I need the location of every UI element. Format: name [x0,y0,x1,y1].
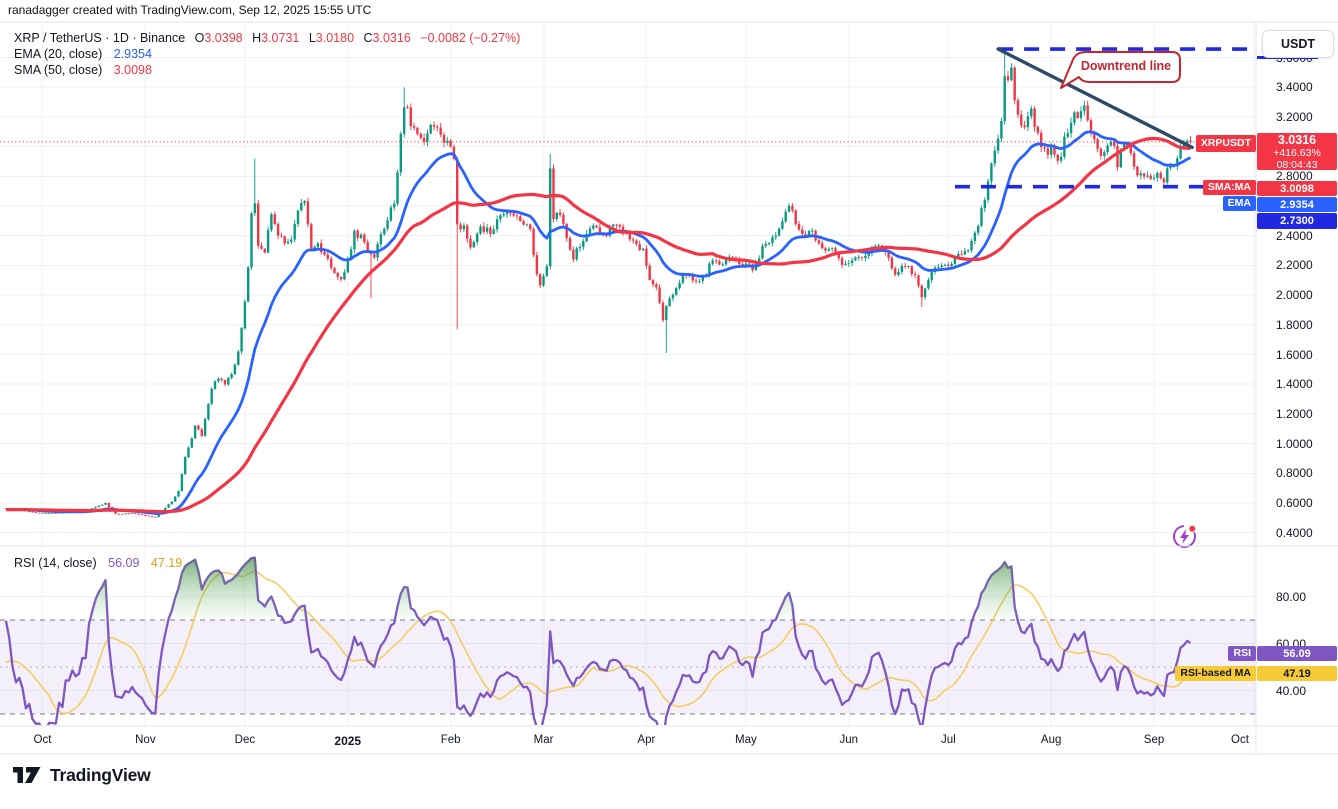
ema-legend: EMA (20, close) 2.9354 [14,47,152,61]
rsi-label: RSI (14, close) [14,556,97,570]
last-price: 3.0316 [1277,132,1317,147]
open-value: 3.0398 [204,31,243,45]
time-tick: Jul [940,734,956,746]
high-value: 3.0731 [261,31,300,45]
ema-line [6,130,1192,515]
tradingview-logo-text: TradingView [50,764,151,785]
rsi-band [0,620,1256,714]
time-tick: Sep [1143,734,1165,746]
last-price-badge: 3.0316 +416.63% 08:04:43 [1257,132,1337,171]
flash-icon[interactable] [1170,522,1198,550]
price-tick: 1.2000 [1276,406,1313,421]
rsi-legend: RSI (14, close) 56.09 47.19 [14,556,182,570]
time-tick: May [735,734,757,746]
ema-value: 2.9354 [113,47,152,61]
price-tick: 3.4000 [1276,80,1313,95]
rsi-tick: 40.00 [1276,683,1307,698]
time-tick: Apr [637,734,656,746]
price-tick: 1.8000 [1276,317,1313,332]
change-value: −0.0082 (−0.27%) [420,31,521,45]
sma-legend: SMA (50, close) 3.0098 [14,63,152,77]
bar-countdown: 08:04:43 [1276,158,1318,171]
time-tick: Dec [234,734,256,746]
sma-value-badge: 3.0098 [1257,181,1337,196]
ema-label: EMA (20, close) [14,47,103,61]
header-credit: ranadagger created with TradingView.com,… [8,3,372,17]
rsi-ma-tag: RSI-based MA [1175,666,1256,681]
rsi-overbought-fill [6,557,1191,620]
close-value: 3.0316 [372,31,411,45]
high-label: H [252,31,262,45]
candle-wicks-down [5,66,1191,518]
tradingview-logo[interactable]: TradingView [12,764,151,786]
main-legend: XRP / TetherUS · 1D · Binance O3.0398 H3… [14,31,520,45]
currency-toggle-button[interactable]: USDT [1262,30,1334,58]
sma-line [6,136,1191,514]
price-tick: 2.2000 [1276,258,1313,273]
price-tick: 3.2000 [1276,109,1313,124]
tradingview-logo-icon [13,767,41,783]
rsi-tick: 80.00 [1276,589,1307,604]
time-tick: 2025 [334,734,362,748]
downtrend-line[interactable] [996,47,1194,150]
rsi-tag: RSI [1228,646,1256,661]
price-tick: 0.8000 [1276,466,1313,481]
callout-bubble[interactable] [1060,51,1181,89]
sma-label: SMA (50, close) [14,63,103,77]
time-tick: Mar [533,734,554,746]
price-tick: 2.8000 [1276,169,1313,184]
price-tick: 0.6000 [1276,496,1313,510]
time-tick: Oct [1231,734,1249,746]
support-level-badge: 2.7300 [1257,213,1337,229]
rsi-ma-value-badge: 47.19 [1257,666,1337,681]
candles-up [18,67,1189,518]
low-label: L [308,31,316,45]
sma-value: 3.0098 [113,63,152,77]
downtrend-callout[interactable]: Downtrend line [1080,59,1172,73]
price-tick: 0.4000 [1276,525,1313,540]
rsi-value-badge: 56.09 [1257,646,1337,661]
time-tick: Oct [33,734,52,746]
symbol-price-tag: XRPUSDT [1195,135,1256,152]
price-tick: 2.4000 [1276,228,1313,243]
rsi-ma-value: 47.19 [150,556,183,570]
time-tick: Aug [1040,734,1062,746]
price-tick: 1.6000 [1276,347,1313,362]
price-tick: 2.0000 [1276,288,1313,303]
ema-tag: EMA [1222,196,1256,211]
open-label: O [194,31,205,45]
low-value: 3.0180 [315,31,355,45]
time-tick: Nov [135,734,156,746]
sma-tag: SMA:MA [1202,180,1256,195]
change-percent: +416.63% [1273,146,1321,159]
ema-value-badge: 2.9354 [1257,197,1337,212]
rsi-value: 56.09 [108,556,140,570]
candle-wicks-up [18,48,1188,518]
symbol-title: XRP / TetherUS · 1D · Binance [14,31,186,45]
price-tick: 1.4000 [1276,377,1313,392]
time-tick: Jun [839,734,859,746]
time-tick: Feb [440,734,461,746]
price-tick: 1.0000 [1276,436,1313,451]
candles-down [4,67,1192,518]
close-label: C [363,31,373,45]
